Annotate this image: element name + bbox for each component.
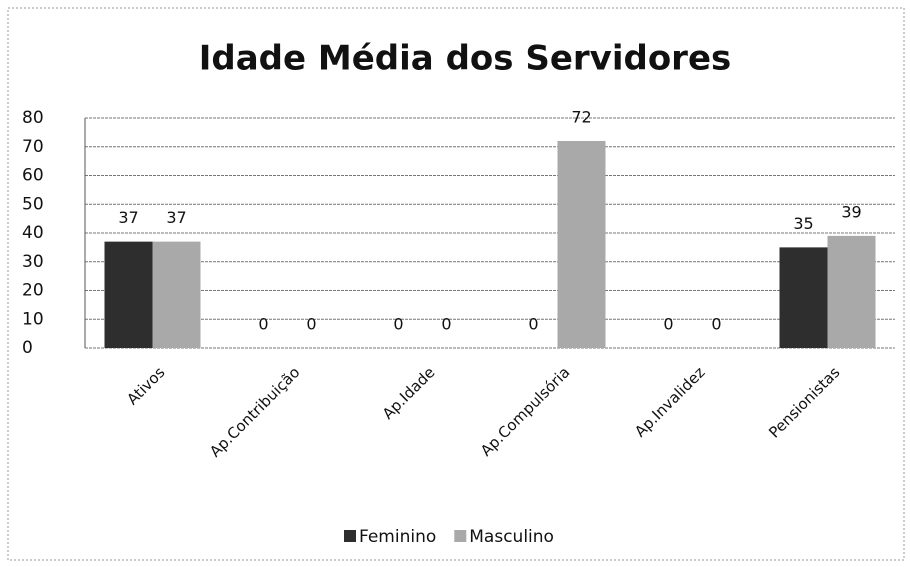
y-tick-label: 10 bbox=[22, 309, 44, 329]
legend-swatch bbox=[454, 530, 467, 542]
bar bbox=[152, 241, 201, 348]
value-label: 0 bbox=[258, 315, 268, 334]
value-label: 0 bbox=[528, 315, 538, 334]
bar bbox=[104, 241, 153, 348]
value-label: 0 bbox=[711, 315, 721, 334]
legend-label: Masculino bbox=[469, 527, 554, 547]
bar bbox=[827, 235, 876, 348]
value-label: 72 bbox=[571, 108, 591, 127]
value-label: 37 bbox=[118, 208, 138, 227]
y-tick-label: 30 bbox=[22, 252, 44, 272]
value-label: 35 bbox=[793, 214, 813, 233]
bar bbox=[557, 141, 606, 348]
value-label: 39 bbox=[841, 202, 861, 221]
value-label: 0 bbox=[441, 315, 451, 334]
value-label: 0 bbox=[663, 315, 673, 334]
y-tick-label: 80 bbox=[22, 108, 44, 128]
legend-label: Feminino bbox=[359, 527, 436, 547]
value-label: 0 bbox=[306, 315, 316, 334]
y-tick-label: 50 bbox=[22, 194, 44, 214]
y-tick-label: 60 bbox=[22, 166, 44, 186]
bar bbox=[779, 247, 828, 348]
y-tick-label: 40 bbox=[22, 223, 44, 243]
y-tick-label: 70 bbox=[22, 137, 44, 157]
value-label: 37 bbox=[166, 208, 186, 227]
y-tick-label: 0 bbox=[22, 338, 33, 358]
legend-swatch bbox=[344, 530, 356, 542]
y-tick-label: 20 bbox=[22, 281, 44, 301]
chart-title: Idade Média dos Servidores bbox=[199, 39, 732, 79]
value-label: 0 bbox=[393, 315, 403, 334]
